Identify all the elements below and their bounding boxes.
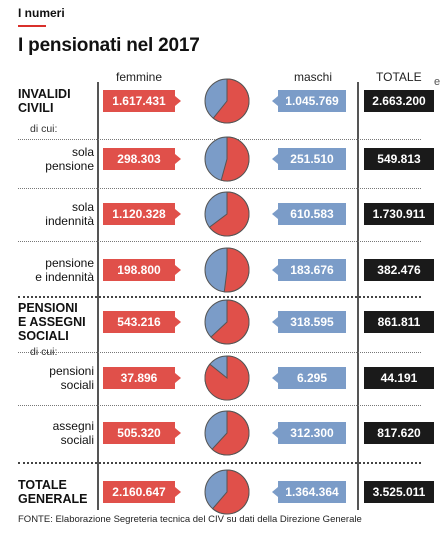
gender-pie	[204, 247, 250, 293]
row-label-line: E ASSEGNI	[18, 315, 86, 329]
male-arrow	[272, 487, 278, 497]
female-value: 198.800	[103, 259, 175, 281]
female-arrow	[175, 373, 181, 383]
total-value: 1.730.911	[364, 203, 434, 225]
kicker: I numeri	[18, 6, 65, 20]
pie-slice-female	[204, 355, 250, 401]
female-arrow	[175, 154, 181, 164]
male-value: 6.295	[278, 367, 346, 389]
row-label-line: sola	[71, 145, 94, 159]
total-value: 382.476	[364, 259, 434, 281]
pie-slice-female	[211, 410, 250, 456]
female-value: 505.320	[103, 422, 175, 444]
male-value: 1.364.364	[278, 481, 346, 503]
row-label-line: pensione	[45, 159, 94, 173]
male-arrow	[272, 96, 278, 106]
female-value: 543.216	[103, 311, 175, 333]
row-label-line: SOCIALI	[18, 329, 69, 343]
female-arrow	[175, 96, 181, 106]
row-label: PENSIONI E ASSEGNI SOCIALI	[18, 301, 100, 343]
gender-pie	[204, 78, 250, 124]
row-separator	[18, 188, 421, 189]
pie-slice-female	[220, 136, 250, 182]
gender-pie	[204, 410, 250, 456]
gender-pie	[204, 355, 250, 401]
pie-slice-female	[223, 247, 250, 293]
total-value: 44.191	[364, 367, 434, 389]
row-label: sola pensione	[18, 145, 94, 173]
male-arrow	[272, 317, 278, 327]
column-header-female: femmine	[116, 70, 163, 84]
pie-slice-female	[210, 299, 250, 345]
row-label: INVALIDI CIVILI	[18, 87, 100, 115]
row-label-line: CIVILI	[18, 101, 54, 115]
male-value: 1.045.769	[278, 90, 346, 112]
stray-character: e	[434, 76, 441, 88]
row-label: pensioni sociali	[18, 364, 94, 392]
di-cui-label: di cui:	[30, 123, 58, 135]
male-value: 312.300	[278, 422, 346, 444]
male-arrow	[272, 154, 278, 164]
row-label-line: sociali	[60, 378, 94, 392]
row-label-line: pensioni	[49, 364, 94, 378]
row-label: TOTALE GENERALE	[18, 478, 100, 506]
male-value: 183.676	[278, 259, 346, 281]
total-value: 2.663.200	[364, 90, 434, 112]
male-value: 251.510	[278, 148, 346, 170]
row-label-line: indennità	[45, 214, 94, 228]
row-separator	[18, 352, 421, 353]
row-label-line: sociali	[60, 433, 94, 447]
total-value: 549.813	[364, 148, 434, 170]
row-label: assegni sociali	[18, 419, 94, 447]
column-header-male: maschi	[294, 70, 333, 84]
row-separator	[18, 405, 421, 406]
male-value: 610.583	[278, 203, 346, 225]
gender-pie	[204, 469, 250, 515]
row-label-line: TOTALE	[18, 478, 67, 492]
gender-pie	[204, 136, 250, 182]
column-header-total: TOTALE	[376, 70, 422, 84]
source-note: FONTE: Elaborazione Segreteria tecnica d…	[18, 514, 362, 525]
pie-slice-female	[212, 78, 250, 124]
female-arrow	[175, 428, 181, 438]
row-label-line: INVALIDI	[18, 87, 71, 101]
row-label-line: pensione	[45, 256, 94, 270]
row-label-line: sola	[71, 200, 94, 214]
female-value: 2.160.647	[103, 481, 175, 503]
female-arrow	[175, 317, 181, 327]
row-label: sola indennità	[18, 200, 94, 228]
total-value: 861.811	[364, 311, 434, 333]
row-label-line: PENSIONI	[18, 301, 78, 315]
gender-pie	[204, 191, 250, 237]
gender-pie	[204, 299, 250, 345]
female-arrow	[175, 209, 181, 219]
section-separator	[18, 462, 421, 464]
di-cui-label: di cui:	[30, 346, 58, 358]
total-value: 3.525.011	[364, 481, 434, 503]
row-label: pensione e indennità	[18, 256, 94, 284]
female-value: 37.896	[103, 367, 175, 389]
female-arrow	[175, 487, 181, 497]
row-label-line: GENERALE	[18, 492, 88, 506]
total-value: 817.620	[364, 422, 434, 444]
row-label-line: assegni	[52, 419, 94, 433]
row-label-line: e indennità	[35, 270, 94, 284]
female-arrow	[175, 265, 181, 275]
pie-slice-female	[211, 469, 250, 515]
male-arrow	[272, 373, 278, 383]
male-value: 318.595	[278, 311, 346, 333]
chart-title: I pensionati nel 2017	[18, 35, 200, 56]
female-value: 1.617.431	[103, 90, 175, 112]
section-separator	[18, 296, 421, 298]
male-arrow	[272, 209, 278, 219]
female-value: 298.303	[103, 148, 175, 170]
male-arrow	[272, 265, 278, 275]
kicker-underline	[18, 25, 46, 27]
female-value: 1.120.328	[103, 203, 175, 225]
row-separator	[18, 241, 421, 242]
male-arrow	[272, 428, 278, 438]
pie-slice-female	[208, 191, 250, 237]
